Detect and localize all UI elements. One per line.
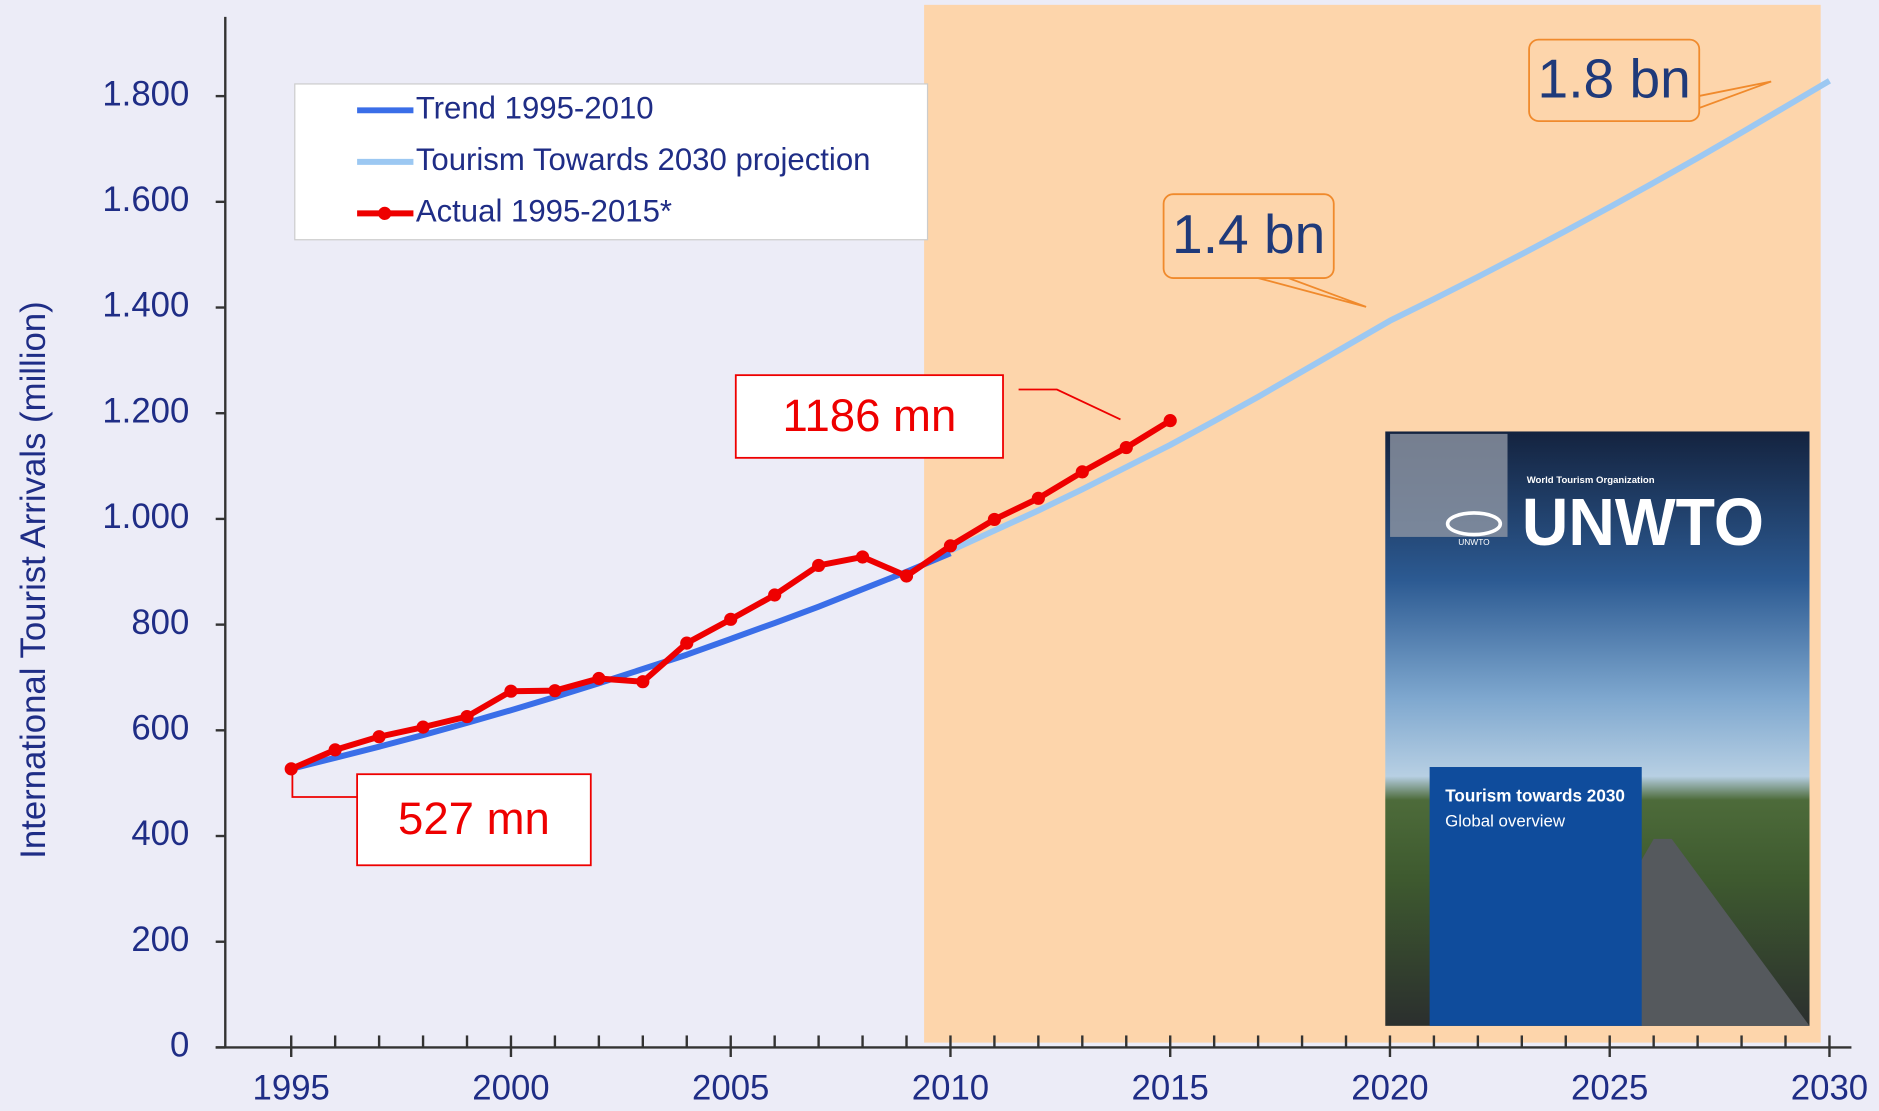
legend-marker [378,207,391,220]
y-tick-label: 0 [170,1027,189,1065]
x-tick-label: 2010 [912,1070,989,1108]
data-point [504,685,517,698]
y-tick-label: 1.800 [102,75,189,113]
data-point [724,613,737,626]
data-point [1032,492,1045,505]
y-tick-label: 1.600 [102,181,189,219]
cover-panel [1430,767,1642,1026]
y-tick-label: 600 [131,709,189,747]
data-point [416,721,429,734]
x-tick-label: 2020 [1351,1070,1428,1108]
x-tick-label: 2025 [1571,1070,1648,1108]
data-point [900,569,913,582]
annotation-label: 527 mn [398,793,550,844]
legend-label: Actual 1995-2015* [416,194,672,229]
cover-subtitle: Global overview [1445,812,1566,831]
annotation-label: 1.4 bn [1172,203,1325,265]
x-tick-label: 1995 [253,1070,330,1108]
y-tick-label: 200 [131,921,189,959]
data-point [592,672,605,685]
data-point [373,730,386,743]
y-tick-label: 800 [131,604,189,642]
annotation-label: 1.8 bn [1538,47,1691,109]
x-tick-label: 2030 [1791,1070,1868,1108]
legend-label: Trend 1995-2010 [416,91,654,126]
chart: International Tourist Arrivals (million)… [0,0,1879,1111]
data-point [285,762,298,775]
x-tick-label: 2005 [692,1070,769,1108]
cover-title: Tourism towards 2030 [1445,786,1625,806]
legend-label: Tourism Towards 2030 projection [416,142,871,177]
y-tick-label: 1.400 [102,287,189,325]
data-point [1120,441,1133,454]
data-point [460,710,473,723]
data-point [1164,414,1177,427]
data-point [988,513,1001,526]
data-point [636,675,649,688]
y-tick-label: 1.000 [102,498,189,536]
data-point [548,684,561,697]
data-point [856,550,869,563]
emblem-text: UNWTO [1458,537,1490,547]
report-cover: UNWTO World Tourism Organization UNWTO T… [1385,431,1809,1025]
data-point [812,559,825,572]
data-point [329,743,342,756]
x-tick-label: 2015 [1132,1070,1209,1108]
data-point [944,539,957,552]
data-point [768,588,781,601]
x-tick-label: 2000 [472,1070,549,1108]
annotation-label: 1186 mn [783,390,957,441]
data-point [1076,465,1089,478]
cover-logo: UNWTO [1522,485,1764,560]
y-axis-title: International Tourist Arrivals (million) [15,301,53,859]
y-tick-label: 1.200 [102,392,189,430]
y-tick-label: 400 [131,815,189,853]
data-point [680,637,693,650]
